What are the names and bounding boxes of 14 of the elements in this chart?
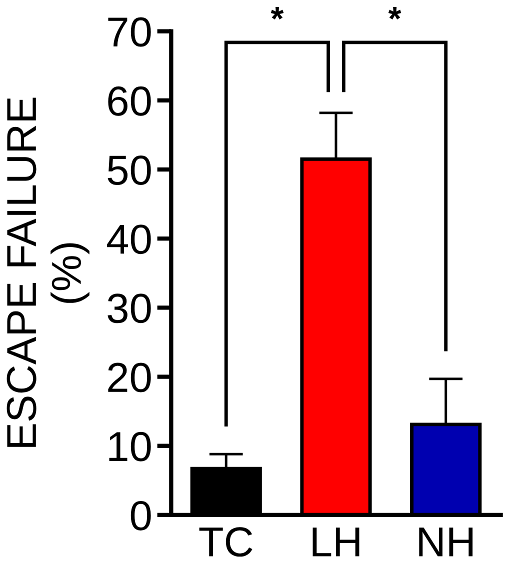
x-tick-label: TC <box>199 527 252 557</box>
y-tick-label: 30 <box>108 294 151 324</box>
y-tick-label: 60 <box>108 86 151 116</box>
text: * <box>388 7 402 20</box>
y-tick-label: 40 <box>107 224 151 254</box>
text: * <box>270 7 284 20</box>
x-tick-label: NH <box>419 528 473 556</box>
y-tick-label: 10 <box>109 432 151 462</box>
y-axis-title: ESCAPE FAILURE (%) <box>6 98 90 447</box>
y-tick-label: 0 <box>130 500 151 530</box>
y-tick-label: 70 <box>108 17 151 47</box>
y-tick-label: 50 <box>108 155 151 185</box>
y-tick-label: 20 <box>108 362 151 392</box>
x-tick-label: LH <box>312 528 360 556</box>
